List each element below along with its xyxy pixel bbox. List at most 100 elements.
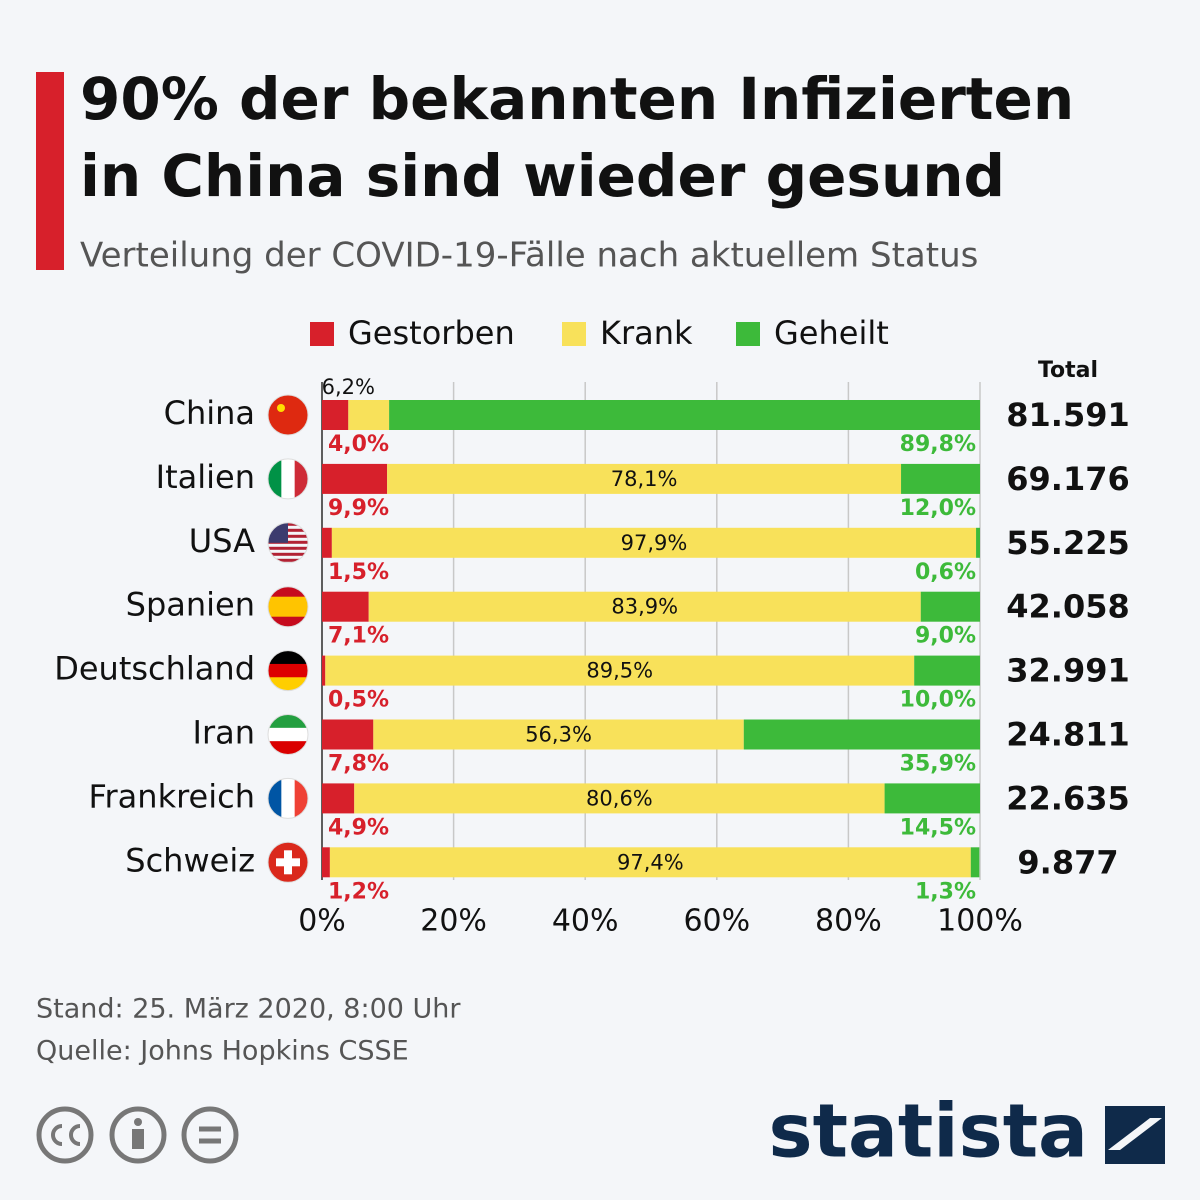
flag-band	[268, 586, 308, 598]
x-tick-label: 20%	[420, 904, 487, 939]
chart-title: in China sind wieder gesund	[80, 142, 1005, 210]
flag-band	[281, 458, 296, 499]
bar-segment	[331, 527, 977, 558]
note: Quelle: Johns Hopkins CSSE	[36, 1036, 409, 1067]
flag-band	[268, 458, 282, 499]
category-label: Frankreich	[88, 777, 255, 815]
bar-segment	[322, 400, 349, 430]
category-label: Italien	[156, 458, 255, 496]
bar-segment	[322, 527, 332, 558]
value-label: 89,5%	[586, 659, 653, 683]
flag-stripe	[268, 546, 308, 550]
value-label: 6,2%	[322, 375, 375, 399]
flag-border	[267, 650, 309, 692]
flag-stripe	[268, 558, 308, 562]
value-label: 9,9%	[328, 496, 389, 521]
note: Stand: 25. März 2020, 8:00 Uhr	[36, 994, 461, 1025]
logo: statista	[769, 1089, 1088, 1175]
value-label: 56,3%	[525, 723, 592, 747]
value-label: 0,5%	[328, 688, 389, 713]
bar-segment	[914, 655, 980, 686]
value-label: 78,1%	[611, 467, 678, 491]
category-label: China	[164, 394, 255, 432]
bar-segment	[389, 400, 981, 430]
bar-segment	[325, 655, 915, 686]
bar-segment	[884, 783, 980, 814]
flag-border	[267, 394, 309, 436]
value-label: 9,0%	[915, 624, 976, 649]
legend-label: Gestorben	[348, 314, 515, 352]
bar-segment	[322, 719, 374, 750]
chart-title: 90% der bekannten Infizierten	[80, 65, 1074, 133]
total-label: 55.225	[1006, 524, 1129, 562]
bar-segment	[348, 400, 390, 430]
flag	[268, 586, 308, 627]
bar-segment	[901, 463, 980, 494]
bar-segment	[322, 463, 388, 494]
x-tick-label: 0%	[298, 904, 346, 939]
flag-border	[267, 458, 309, 500]
flag-stripe	[268, 552, 308, 556]
bar-segment	[368, 591, 921, 622]
x-tick-label: 80%	[815, 904, 882, 939]
bar-segment	[387, 463, 902, 494]
totals-header: Total	[1038, 358, 1098, 383]
x-tick-label: 100%	[937, 904, 1023, 939]
flag-band	[268, 663, 308, 678]
total-label: 81.591	[1006, 396, 1129, 434]
flag-border	[267, 841, 309, 883]
flag-band	[268, 677, 308, 691]
flag-star	[277, 404, 285, 412]
value-label: 1,5%	[328, 560, 389, 585]
flag	[268, 842, 308, 883]
flag	[268, 778, 308, 819]
value-label: 83,9%	[611, 595, 678, 619]
flag-band	[268, 596, 308, 618]
legend-swatch	[310, 322, 334, 346]
value-label: 4,9%	[328, 815, 389, 840]
flag-band	[294, 778, 308, 819]
category-label: Schweiz	[125, 841, 255, 879]
flag-band	[294, 458, 308, 499]
value-label: 14,5%	[900, 815, 976, 840]
value-label: 35,9%	[900, 752, 976, 777]
flag	[268, 395, 308, 435]
flag-border	[267, 777, 309, 819]
bar-segment	[373, 719, 744, 750]
flag	[268, 714, 308, 755]
flag-band	[268, 727, 308, 742]
value-label: 1,3%	[915, 879, 976, 904]
bar-segment	[354, 783, 885, 814]
x-tick-label: 60%	[683, 904, 750, 939]
value-label: 1,2%	[328, 879, 389, 904]
flag-band	[268, 741, 308, 755]
category-label: Iran	[193, 714, 255, 752]
bar-segment	[322, 591, 369, 622]
chart-subtitle: Verteilung der COVID-19-Fälle nach aktue…	[80, 236, 978, 276]
value-label: 80,6%	[586, 786, 653, 810]
legend-swatch	[562, 322, 586, 346]
flag	[268, 458, 308, 499]
legend-label: Krank	[600, 314, 693, 352]
value-label: 89,8%	[900, 432, 976, 457]
x-tick-label: 40%	[552, 904, 619, 939]
bar-segment	[322, 783, 355, 814]
category-label: Spanien	[126, 586, 255, 624]
legend-label: Geheilt	[774, 314, 889, 352]
flag-border	[267, 586, 309, 628]
value-label: 10,0%	[900, 688, 976, 713]
bar-segment	[322, 847, 330, 878]
total-label: 69.176	[1006, 460, 1129, 498]
legend-swatch	[736, 322, 760, 346]
flag-field	[268, 395, 308, 435]
total-label: 24.811	[1006, 716, 1129, 754]
license-icons	[36, 1106, 239, 1164]
category-label: Deutschland	[54, 650, 255, 688]
total-label: 42.058	[1006, 588, 1129, 626]
flag-border	[267, 714, 309, 755]
value-label: 12,0%	[900, 496, 976, 521]
value-label: 97,9%	[621, 531, 688, 555]
value-label: 0,6%	[915, 560, 976, 585]
value-label: 7,1%	[328, 624, 389, 649]
logo-mark	[1105, 1106, 1165, 1164]
